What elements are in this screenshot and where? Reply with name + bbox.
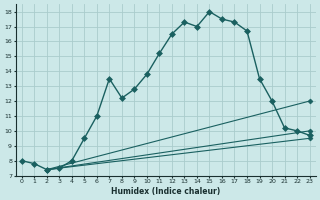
X-axis label: Humidex (Indice chaleur): Humidex (Indice chaleur)	[111, 187, 220, 196]
